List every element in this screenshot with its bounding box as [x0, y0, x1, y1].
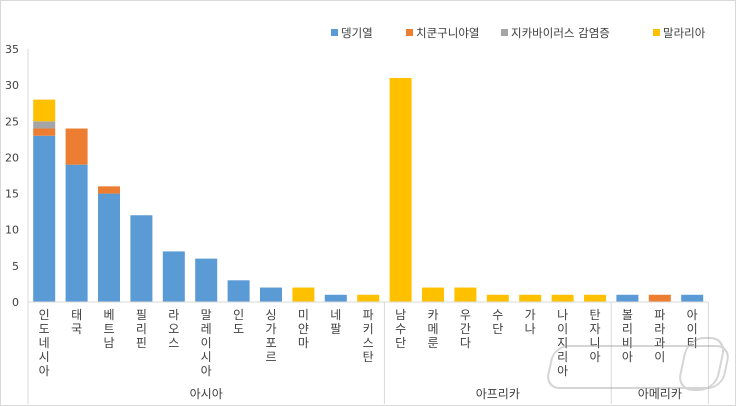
- y-tick-label: 5: [12, 260, 19, 273]
- legend-swatch: [331, 29, 338, 36]
- legend-label: 지카바이러스 감염증: [511, 26, 610, 40]
- bar-segment: [195, 258, 218, 302]
- bar-segment: [162, 251, 185, 302]
- y-tick-label: 35: [5, 43, 19, 56]
- legend-label: 뎅기열: [341, 26, 373, 40]
- bar-segment: [389, 77, 412, 303]
- bar-segment: [292, 287, 315, 302]
- bar-segment: [454, 287, 477, 302]
- x-axis: 인 도 네 시 아 태 국 베 트 남 필 리 핀 라 오 스 말 레 이 시 아 인 도 싱 가 포 르 미 얀 마 네 팔 파 키 스 탄 남 수 단 카…: [27, 301, 709, 404]
- bars: [33, 77, 704, 303]
- bar-segment: [227, 280, 250, 302]
- y-tick-label: 20: [5, 151, 19, 164]
- y-tick-label: 0: [12, 296, 19, 309]
- y-tick-label: 15: [5, 188, 19, 201]
- legend: 뎅기열 치쿤구니야열 지카바이러스 감염증 말라리아: [331, 26, 706, 40]
- legend-label: 말라리아: [663, 26, 706, 40]
- watermark-logo: [547, 337, 729, 391]
- bar-segment: [648, 294, 671, 302]
- legend-label: 치쿤구니야열: [416, 26, 479, 40]
- bar-segment: [422, 287, 444, 302]
- legend-swatch: [501, 29, 508, 36]
- group-label: 아프리카: [476, 387, 520, 401]
- bar-segment: [260, 287, 282, 302]
- bar-segment: [65, 128, 88, 165]
- legend-swatch: [653, 29, 660, 36]
- bar-segment: [33, 121, 56, 129]
- y-axis: 0 5 10 15 20 25 30 35: [5, 43, 29, 309]
- bar-segment: [486, 294, 509, 302]
- bar-segment: [519, 294, 542, 302]
- bar-segment: [616, 294, 639, 302]
- bar-segment: [357, 294, 380, 302]
- y-tick-label: 30: [5, 79, 19, 92]
- bar-segment: [33, 128, 56, 136]
- bar-segment: [98, 186, 120, 194]
- bar-segment: [551, 294, 574, 302]
- bar-segment: [98, 193, 120, 302]
- bar-segment: [324, 294, 347, 302]
- bar-segment: [33, 135, 56, 302]
- group-label: 아메리카: [638, 387, 682, 401]
- bar-segment: [584, 294, 606, 302]
- group-label: 아시아: [190, 387, 223, 401]
- y-tick-label: 25: [5, 115, 19, 128]
- y-tick-label: 10: [5, 224, 19, 237]
- bar-segment: [33, 99, 56, 122]
- legend-swatch: [406, 29, 413, 36]
- bar-segment: [65, 164, 88, 302]
- bar-segment: [130, 215, 153, 302]
- bar-segment: [681, 294, 704, 302]
